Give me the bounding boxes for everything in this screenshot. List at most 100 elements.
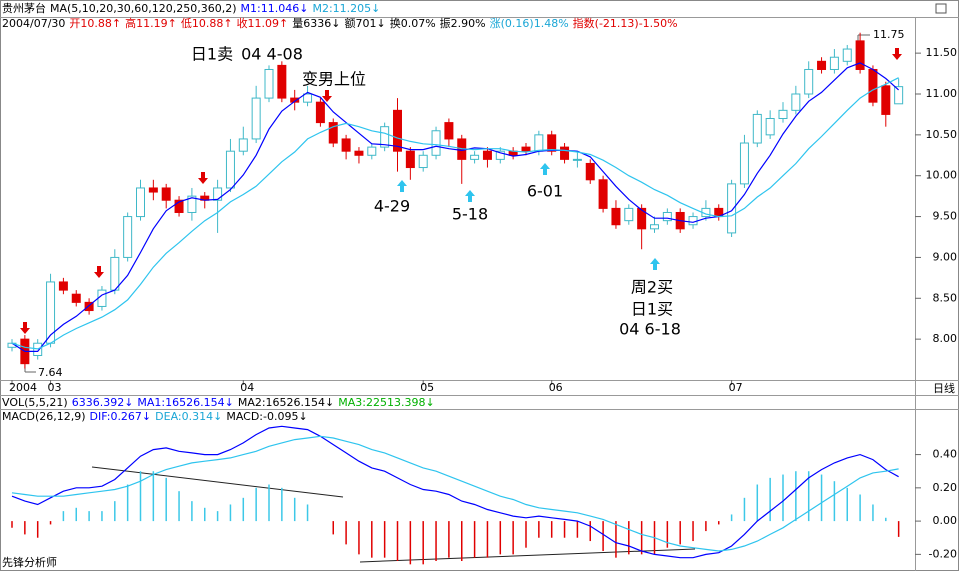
candle-body xyxy=(315,101,325,124)
macd-line xyxy=(11,425,899,559)
candle-body xyxy=(367,146,377,156)
candle-body xyxy=(71,293,81,303)
candle-body xyxy=(418,154,428,169)
header-item: 涨(0.16)1.48% xyxy=(489,17,569,30)
candle-body xyxy=(688,216,698,226)
header-item: MA1:16526.154↓ xyxy=(137,396,234,409)
candle-body xyxy=(393,109,402,152)
header-item: 换0.07% xyxy=(389,17,436,30)
candle-body xyxy=(662,211,672,222)
window-icon[interactable] xyxy=(935,3,947,14)
up-arrow xyxy=(540,163,550,175)
header-item: 量6336↓ xyxy=(292,17,341,30)
header-item: MA(5,10,20,30,60,120,250,360,2) xyxy=(50,2,237,15)
annotation: 04 4-08 xyxy=(241,45,303,64)
header-item: MA3:22513.398↓ xyxy=(338,396,435,409)
y-tick-label: 11.50 xyxy=(926,46,958,59)
x-tick-label: 2004 xyxy=(9,381,37,394)
candle-body xyxy=(213,187,223,201)
candle-body xyxy=(251,97,261,140)
candle-body xyxy=(174,199,184,213)
x-tick-label: 06 xyxy=(549,381,563,394)
candle-body xyxy=(829,56,839,70)
candle-body xyxy=(791,93,801,111)
annotation: 4-29 xyxy=(374,197,410,216)
candle-body xyxy=(341,138,351,152)
candle-body xyxy=(470,154,480,160)
y-tick-label: 0.00 xyxy=(933,514,958,527)
y-tick-label: 9.50 xyxy=(933,210,958,223)
sell-arrows xyxy=(20,48,902,334)
candle-body xyxy=(84,301,94,312)
y-tick-label: 9.00 xyxy=(933,250,958,263)
header-item: DEA:0.314↓ xyxy=(155,410,223,423)
header-item: MA2:16526.154↓ xyxy=(237,396,335,409)
period-label: 日线 xyxy=(933,381,955,395)
candle-body xyxy=(495,150,505,160)
candle-body xyxy=(534,134,544,152)
candle-body xyxy=(817,60,827,70)
annotation: 变男上位 xyxy=(302,70,366,89)
candle-body xyxy=(136,187,145,218)
candle-body xyxy=(328,122,338,144)
ma-line xyxy=(11,77,899,350)
down-arrow xyxy=(198,172,208,184)
candle-body xyxy=(277,64,287,99)
candle-body xyxy=(560,146,570,160)
candle-body xyxy=(482,150,492,160)
header-item: 高11.19↑ xyxy=(125,17,177,30)
candle-body xyxy=(264,68,274,99)
annotation: 周2买 xyxy=(631,278,673,297)
header-row: 贵州茅台 MA(5,10,20,30,60,120,250,360,2) M1:11… xyxy=(2,2,384,15)
candle-body xyxy=(46,281,56,344)
candle-body xyxy=(97,289,107,307)
trend-line xyxy=(91,466,344,498)
candle-body xyxy=(380,126,390,148)
macd-line xyxy=(11,435,899,552)
candle-body xyxy=(238,138,248,152)
down-arrow xyxy=(892,48,902,60)
y-tick-label: 0.20 xyxy=(933,481,958,494)
y-tick-label: -0.20 xyxy=(929,547,957,560)
candle-body xyxy=(431,130,441,156)
header-item: 2004/07/30 xyxy=(2,17,66,30)
header-item: 贵州茅台 xyxy=(2,2,46,15)
header-item: 收11.09↑ xyxy=(236,17,289,30)
candle-body xyxy=(58,281,68,291)
candle-body xyxy=(855,40,865,70)
x-tick-label: 03 xyxy=(48,381,62,394)
header-item: M1:11.046↓ xyxy=(240,2,309,15)
candle-body xyxy=(881,85,891,115)
header-item: DIF:0.267↓ xyxy=(89,410,152,423)
candle-body xyxy=(868,68,878,103)
candle-body xyxy=(598,179,608,209)
vol-header: VOL(5,5,21) 6336.392↓ MA1:16526.154↓ MA2:16… xyxy=(2,396,439,409)
candle-body xyxy=(650,224,659,230)
candle-body xyxy=(894,86,904,105)
candle-body xyxy=(521,146,531,152)
buy-arrows xyxy=(397,163,660,270)
header-item: 6336.392↓ xyxy=(71,396,134,409)
candle-body xyxy=(290,97,300,103)
header-row: 2004/07/30 开10.88↑ 高11.19↑ 低10.88↑ 收11.09↑ 量6… xyxy=(2,17,682,30)
candle-body xyxy=(354,150,364,156)
trend-line xyxy=(359,548,696,563)
candle-body xyxy=(624,207,634,222)
header-item: M2:11.205↓ xyxy=(312,2,381,15)
y-tick-label: 10.00 xyxy=(926,169,958,182)
annotation: 日1买 xyxy=(631,300,673,319)
y-tick-label: 8.50 xyxy=(933,291,958,304)
candle-body xyxy=(765,118,775,136)
header-item: MACD:-0.095↓ xyxy=(226,410,308,423)
candle-body xyxy=(303,93,313,103)
y-tick-label: 10.50 xyxy=(926,128,958,141)
x-tick-label: 07 xyxy=(729,381,743,394)
footer: 先锋分析师 xyxy=(2,556,57,569)
candle-body xyxy=(804,68,814,95)
header-item: 指数(-21.13)-1.50% xyxy=(572,17,678,30)
candle-body xyxy=(161,187,171,201)
candle-body xyxy=(611,207,621,226)
